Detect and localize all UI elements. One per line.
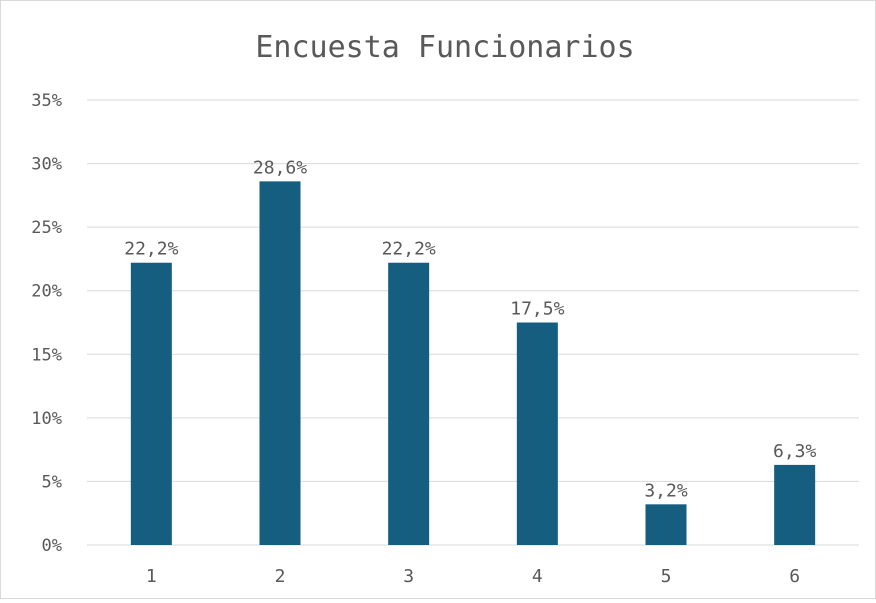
y-tick-label: 15% <box>31 345 62 365</box>
y-tick-label: 30% <box>31 155 62 175</box>
x-axis-ticks: 1 2 3 4 5 6 <box>146 566 800 587</box>
y-tick-label: 35% <box>31 91 62 111</box>
bar <box>388 262 430 545</box>
bar <box>774 464 816 545</box>
bar <box>259 181 301 545</box>
y-tick-label: 0% <box>42 536 62 556</box>
data-label: 3,2% <box>644 480 688 501</box>
x-tick-label: 5 <box>661 566 672 587</box>
bar <box>645 504 687 545</box>
data-label: 6,3% <box>773 441 817 462</box>
x-tick-label: 3 <box>403 566 414 587</box>
data-label: 22,2% <box>124 239 178 260</box>
y-axis-ticks: 0% 5% 10% 15% 20% 25% 30% 35% <box>31 91 62 556</box>
data-labels: 22,2% 28,6% 22,2% 17,5% 3,2% 6,3% <box>124 157 816 501</box>
x-tick-label: 2 <box>275 566 286 587</box>
bar <box>130 262 172 545</box>
y-tick-label: 10% <box>31 409 62 429</box>
bars <box>130 181 816 545</box>
data-label: 28,6% <box>253 157 307 178</box>
x-tick-label: 4 <box>532 566 543 587</box>
gridlines <box>87 99 859 546</box>
x-tick-label: 1 <box>146 566 157 587</box>
x-tick-label: 6 <box>789 566 800 587</box>
y-tick-label: 5% <box>42 472 62 492</box>
data-label: 22,2% <box>382 239 436 260</box>
y-tick-label: 25% <box>31 218 62 238</box>
bar <box>516 322 558 545</box>
y-tick-label: 20% <box>31 282 62 302</box>
chart-title: Encuesta Funcionarios <box>255 30 634 65</box>
data-label: 17,5% <box>510 299 564 320</box>
